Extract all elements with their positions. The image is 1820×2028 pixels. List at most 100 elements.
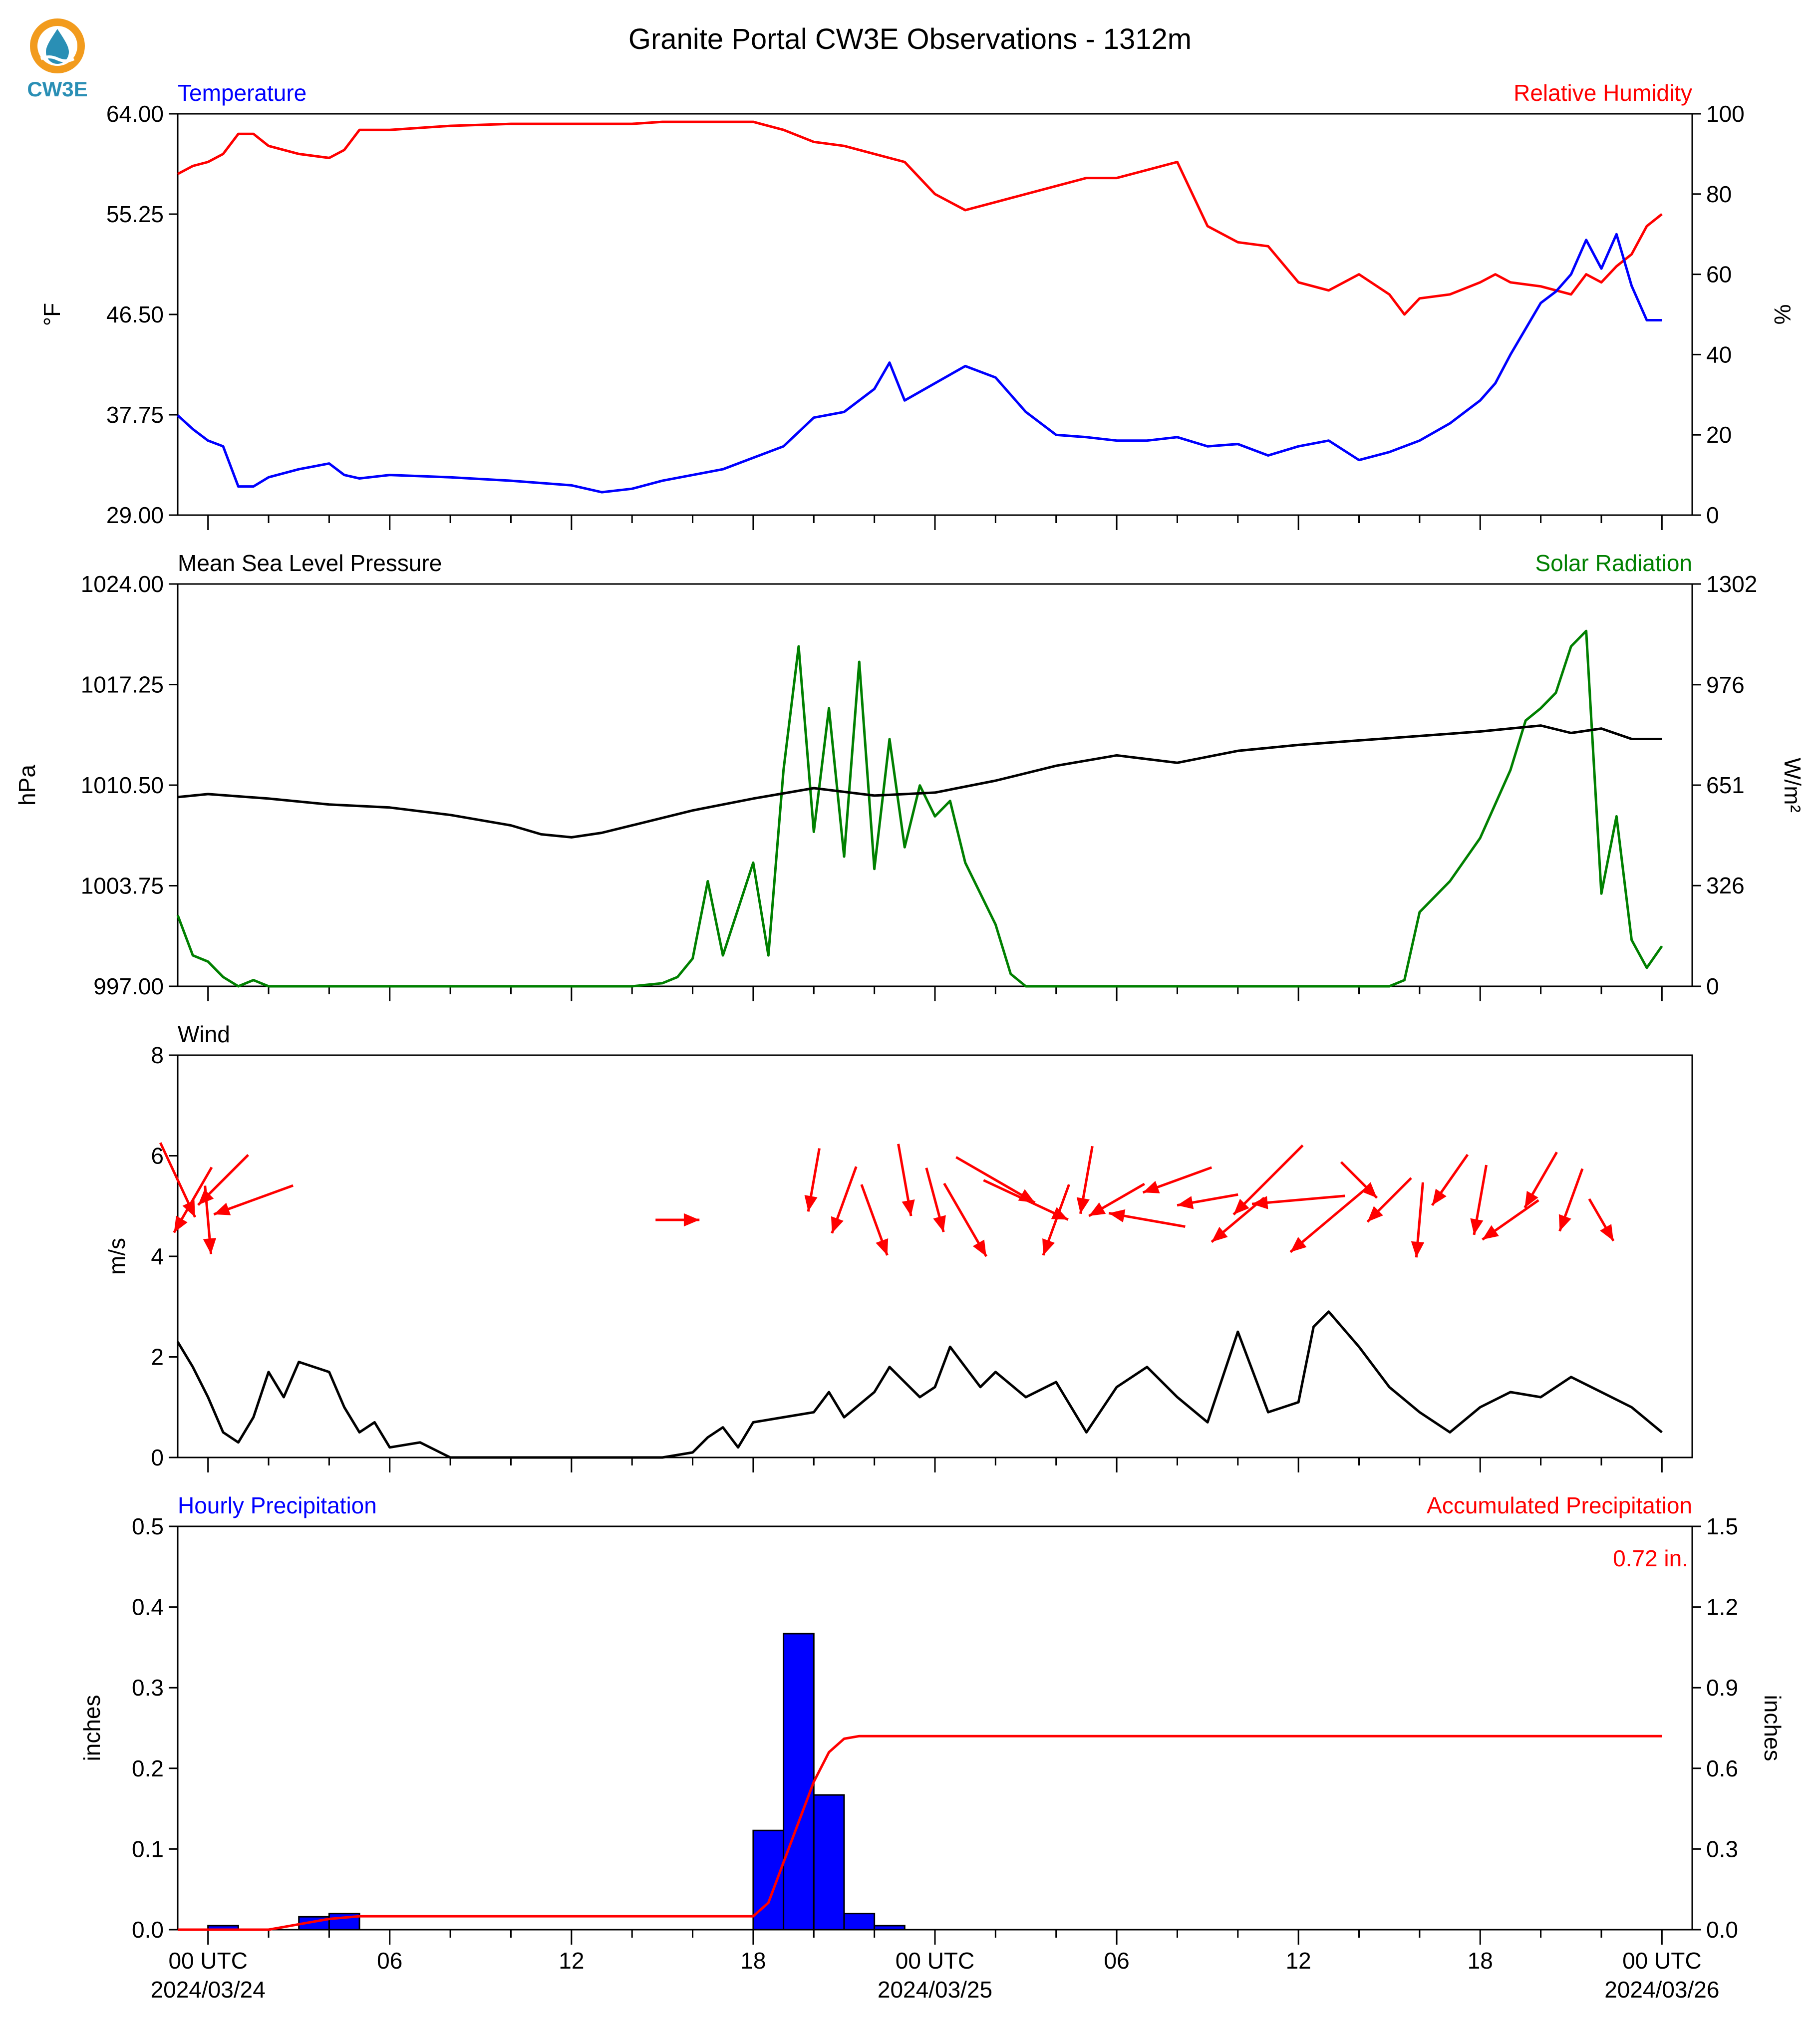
wind-direction-arrow: [955, 1156, 1036, 1204]
y-tick-label-left: 37.75: [106, 402, 164, 428]
wind-arrow-head: [1367, 1206, 1383, 1222]
x-tick-date-label: 2024/03/26: [1604, 1977, 1719, 2003]
y-tick-label-right: 1.2: [1706, 1594, 1738, 1620]
wind-direction-arrow: [1177, 1193, 1238, 1209]
y-tick-label-left: 55.25: [106, 201, 164, 227]
wind-arrow-head: [1089, 1202, 1106, 1216]
panel-title-right: Accumulated Precipitation: [1427, 1492, 1692, 1518]
chart-panel-temperature-humidity: Temperature Relative Humidity 29.00 37.75 46…: [39, 80, 1796, 530]
wind-direction-arrow: [1251, 1194, 1345, 1209]
wind-arrow-head: [804, 1195, 818, 1212]
wind-direction-arrow: [1232, 1144, 1304, 1216]
figure-title: Granite Portal CW3E Observations - 1312m: [628, 23, 1192, 55]
x-tick-label: 18: [1468, 1948, 1493, 1974]
wind-arrow-head: [831, 1216, 844, 1233]
wind-direction-arrow: [1076, 1146, 1094, 1214]
wind-direction-arrow: [943, 1182, 988, 1257]
y-tick-label-left: 1010.50: [81, 772, 164, 798]
y-tick-label-left: 0.0: [132, 1917, 164, 1943]
water-drop-icon: [46, 29, 69, 64]
y-tick-label-right: 40: [1706, 341, 1732, 367]
wind-direction-arrow: [1211, 1196, 1265, 1243]
wind-arrow-head: [1432, 1188, 1447, 1205]
panel-title-left: Wind: [178, 1021, 230, 1047]
wind-direction-arrow: [831, 1166, 858, 1234]
y-tick-label-right: 976: [1706, 672, 1745, 698]
plot-frame: [177, 113, 1693, 516]
wind-direction-arrow: [1042, 1184, 1070, 1256]
wind-arrow-head: [1411, 1241, 1425, 1258]
wind-arrow-head: [1482, 1225, 1499, 1240]
y-tick-label-left: 0.4: [132, 1594, 164, 1620]
wind-direction-arrow: [897, 1144, 915, 1216]
x-tick-label: 18: [740, 1948, 766, 1974]
wind-arrow-head: [683, 1213, 700, 1227]
wind-direction-arrow: [1558, 1168, 1584, 1232]
logo-text: CW3E: [27, 77, 87, 101]
wind-arrow-head: [876, 1238, 889, 1255]
y-tick-label-right: 651: [1706, 772, 1745, 798]
wind-direction-arrow: [1431, 1154, 1469, 1206]
series-relative-humidity: [177, 120, 1663, 316]
y-tick-label-right: 60: [1706, 262, 1732, 288]
y-tick-label-left: 0.3: [132, 1675, 164, 1701]
y-tick-label-right: 0.0: [1706, 1917, 1738, 1943]
wind-direction-arrow: [1142, 1166, 1213, 1194]
panel-title-right: Relative Humidity: [1514, 80, 1692, 106]
chart-panel-pressure-solar: Mean Sea Level Pressure Solar Radiation 99…: [14, 550, 1806, 1001]
y-axis-label-right: W/m²: [1780, 758, 1806, 813]
wind-direction-arrow: [1523, 1152, 1558, 1208]
wind-arrow-head: [902, 1199, 915, 1216]
x-tick-label: 00 UTC: [896, 1948, 974, 1974]
wind-arrow-head: [1558, 1214, 1571, 1231]
y-tick-label-left: 46.50: [106, 301, 164, 327]
wind-arrow-head: [1361, 1182, 1377, 1198]
y-tick-label-right: 0: [1706, 502, 1719, 528]
wind-direction-arrow: [1289, 1186, 1368, 1253]
wind-arrow-head: [1470, 1218, 1484, 1235]
x-tick-date-label: 2024/03/24: [151, 1977, 266, 2003]
plot-frame: [177, 1525, 1693, 1931]
wind-direction-arrow: [1088, 1182, 1145, 1217]
wind-direction-arrow: [1482, 1199, 1539, 1241]
wind-arrow-head: [933, 1215, 946, 1232]
chart-panel-precipitation: 00 UTC 2024/03/24 06 12 18 00 UTC 2024/03/25 06…: [79, 1492, 1786, 2003]
wind-direction-arrow: [173, 1166, 213, 1233]
wind-arrow-head: [1290, 1237, 1307, 1252]
y-tick-label-right: 0: [1706, 973, 1719, 999]
precip-bar: [752, 1829, 785, 1931]
wind-direction-arrow: [213, 1184, 294, 1216]
y-tick-label-left: 1024.00: [81, 571, 164, 597]
y-tick-label-left: 2: [151, 1344, 164, 1370]
wind-arrow-head: [198, 1189, 214, 1205]
wind-direction-arrow: [1340, 1161, 1378, 1199]
panel-title-right: Solar Radiation: [1535, 550, 1692, 576]
wind-arrow-head: [1042, 1238, 1055, 1255]
wind-direction-arrow: [655, 1213, 700, 1227]
wind-arrow-head: [1143, 1180, 1160, 1193]
series-wind-speed: [176, 1310, 1663, 1459]
wind-arrow-head: [214, 1202, 231, 1215]
x-tick-label: 12: [1286, 1948, 1311, 1974]
wind-direction-arrow: [197, 1154, 249, 1206]
accumulated-total-label: 0.72 in.: [1613, 1545, 1688, 1571]
series-solar-radiation: [176, 629, 1663, 988]
y-tick-label-right: 0.9: [1706, 1675, 1738, 1701]
wind-arrow-head: [174, 1215, 188, 1233]
series-temperature: [177, 233, 1662, 494]
precip-bar: [328, 1913, 360, 1931]
logo-wave-icon: [40, 55, 75, 62]
wind-direction-arrow: [804, 1148, 821, 1212]
wind-arrow-head: [1233, 1198, 1249, 1215]
wind-direction-arrow: [1411, 1182, 1425, 1258]
plot-frame: [177, 1054, 1693, 1458]
wind-arrow-head: [972, 1239, 986, 1257]
cw3e-logo: CW3E: [27, 18, 88, 101]
wind-direction-arrow: [1366, 1177, 1412, 1223]
wind-arrow-head: [1212, 1226, 1228, 1242]
wind-direction-arrow: [983, 1179, 1069, 1221]
y-tick-label-left: 64.00: [106, 101, 164, 127]
precip-bar: [874, 1925, 906, 1931]
y-tick-label-left: 29.00: [106, 502, 164, 528]
